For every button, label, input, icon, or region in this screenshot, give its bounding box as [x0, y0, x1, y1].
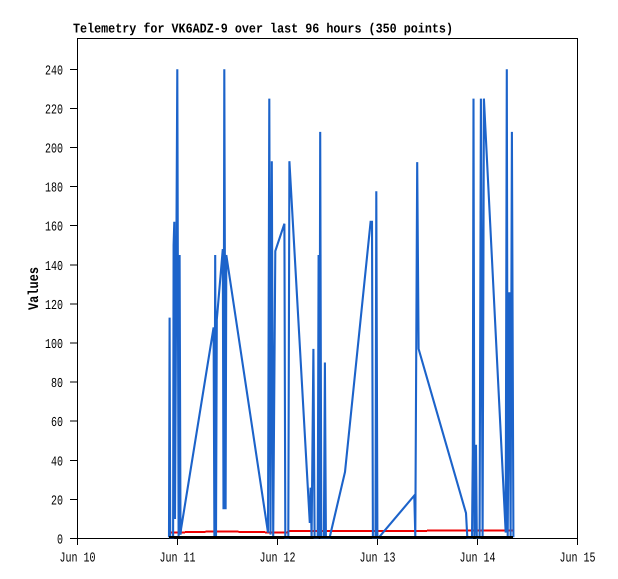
svg-text:120: 120 [45, 299, 63, 314]
svg-text:100: 100 [45, 338, 63, 353]
svg-text:60: 60 [51, 416, 63, 431]
svg-text:200: 200 [45, 143, 63, 158]
svg-text:20: 20 [51, 494, 63, 509]
svg-text:0: 0 [57, 534, 63, 549]
svg-text:140: 140 [45, 260, 63, 275]
svg-text:Jun 10: Jun 10 [60, 552, 96, 567]
svg-text:Jun 11: Jun 11 [160, 552, 196, 567]
svg-text:180: 180 [45, 182, 63, 197]
svg-text:80: 80 [51, 377, 63, 392]
svg-text:Jun 15: Jun 15 [560, 552, 596, 567]
svg-text:160: 160 [45, 221, 63, 236]
svg-text:240: 240 [45, 64, 63, 79]
svg-text:Jun 13: Jun 13 [360, 552, 396, 567]
svg-text:40: 40 [51, 455, 63, 470]
svg-text:Values: Values [27, 267, 43, 310]
svg-text:Jun 14: Jun 14 [460, 552, 496, 567]
svg-text:Telemetry for VK6ADZ-9 over la: Telemetry for VK6ADZ-9 over last 96 hour… [73, 23, 453, 38]
svg-text:220: 220 [45, 103, 63, 118]
svg-text:Jun 12: Jun 12 [260, 552, 296, 567]
